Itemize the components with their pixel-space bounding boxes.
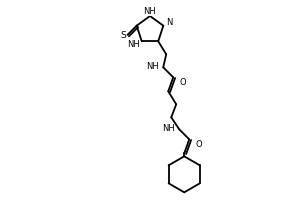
Text: O: O (196, 140, 202, 149)
Text: NH: NH (128, 40, 140, 49)
Text: NH: NH (162, 124, 175, 133)
Text: N: N (166, 18, 172, 27)
Text: NH: NH (146, 62, 159, 71)
Text: O: O (180, 78, 187, 87)
Text: S: S (121, 31, 126, 40)
Text: NH: NH (142, 6, 155, 16)
